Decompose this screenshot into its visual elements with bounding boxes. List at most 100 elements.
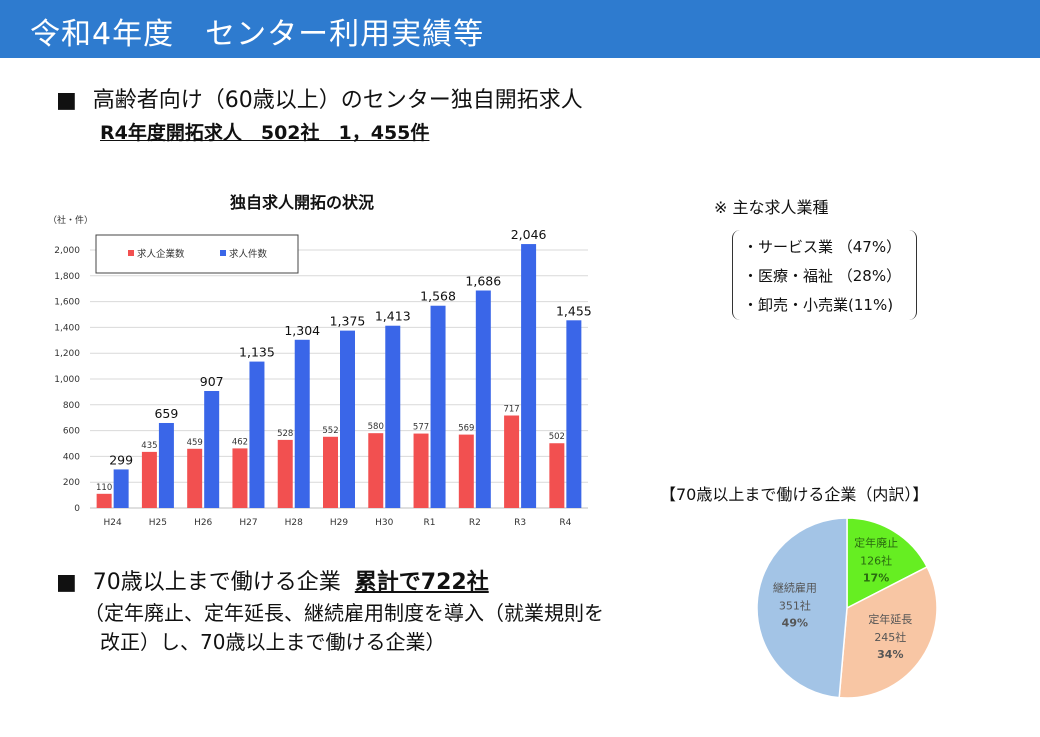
legend-label: 求人企業数	[137, 248, 185, 260]
bar-postings	[204, 390, 220, 508]
bar-companies	[323, 436, 338, 508]
x-tick-label: H25	[149, 518, 167, 528]
pie-slice-count: 126社	[860, 553, 892, 567]
bar-companies	[277, 439, 293, 508]
bar-postings	[294, 339, 310, 508]
bar-postings	[385, 325, 401, 508]
data-label-companies: 502	[549, 432, 565, 442]
page-title: 令和4年度 センター利用実績等	[30, 17, 485, 52]
section1-heading-text: 高齢者向け（60歳以上）のセンター独自開拓求人	[92, 88, 583, 113]
x-tick-label: R4	[559, 518, 571, 528]
data-label-postings: 1,455	[556, 303, 592, 318]
slice-continued-employment	[756, 517, 848, 699]
pie-chart: 定年廃止 126社 17% 定年延長 245社 34% 継続雇用 351社 49%	[756, 517, 938, 699]
bar-postings	[113, 469, 129, 508]
y-tick-label: 400	[63, 452, 80, 462]
y-tick-label: 200	[63, 478, 80, 488]
data-label-postings: 907	[200, 374, 224, 389]
bar-companies	[232, 448, 248, 508]
data-label-postings: 2,046	[511, 227, 547, 242]
section1-heading: ■ 高齢者向け（60歳以上）のセンター独自開拓求人	[56, 82, 583, 114]
bar-companies	[549, 443, 565, 508]
data-label-postings: 299	[109, 452, 133, 467]
slice-retirement-abolished	[846, 517, 929, 610]
industry-item: ・医療・福祉 （28%）	[743, 267, 902, 285]
bar-companies	[504, 415, 520, 508]
y-tick-label: 800	[63, 401, 80, 411]
data-label-postings: 1,686	[465, 274, 501, 289]
bar-postings	[521, 244, 537, 508]
section2-description-line1: （定年廃止、定年延長、継続雇用制度を導入（就業規則を	[84, 601, 604, 625]
pie-slice-percent: 17%	[863, 571, 889, 584]
data-label-postings: 659	[154, 406, 178, 421]
bar-postings	[249, 361, 265, 508]
legend-label: 求人件数	[229, 248, 268, 260]
data-label-companies: 569	[458, 424, 474, 434]
data-label-postings: 1,135	[239, 345, 275, 360]
pie-slice-label: 定年廃止	[854, 535, 898, 549]
bar-postings	[158, 422, 174, 508]
slice-retirement-extended	[838, 565, 938, 699]
industry-item: ・サービス業 （47%）	[743, 238, 902, 256]
bar-companies	[458, 434, 474, 508]
bar-postings	[340, 330, 355, 508]
legend-box	[95, 234, 299, 274]
y-tick-label: 0	[74, 504, 80, 514]
data-label-companies: 435	[141, 441, 157, 451]
bar-companies	[413, 433, 429, 508]
bar-postings	[430, 305, 446, 508]
section2-heading: ■ 70歳以上まで働ける企業 累計で722社	[56, 564, 489, 596]
section2-heading-text: 70歳以上まで働ける企業	[92, 570, 341, 595]
bar-postings	[475, 290, 491, 508]
data-label-companies: 717	[503, 405, 519, 415]
section2-bullet: ■	[56, 570, 77, 595]
x-tick-label: H30	[375, 518, 393, 528]
section2-emphasis: 累計で722社	[354, 570, 489, 595]
bar-companies	[96, 493, 112, 508]
section1-subheading: R4年度開拓求人 502社 1，455件	[100, 122, 430, 144]
bar-companies	[368, 433, 384, 508]
y-tick-label: 1,000	[54, 375, 80, 385]
y-tick-label: 1,600	[54, 298, 80, 308]
data-label-companies: 110	[96, 483, 112, 493]
industry-item: ・卸売・小売業(11%)	[743, 296, 894, 314]
x-tick-label: H27	[239, 518, 257, 528]
data-label-companies: 459	[187, 438, 203, 448]
bar-companies	[187, 448, 203, 508]
bar-chart-title: 独自求人開拓の状況	[230, 193, 375, 212]
y-axis-unit-label: （社・件）	[48, 214, 93, 226]
pie-slice-label: 定年延長	[868, 612, 912, 626]
y-tick-label: 600	[63, 427, 80, 437]
pie-slice-count: 245社	[874, 630, 906, 644]
x-tick-label: H26	[194, 518, 212, 528]
bar-chart: （社・件） 0 200 400 600 800 1,000 1,200 1,400 1,600 1,…	[48, 214, 592, 528]
industry-note-title: ※ 主な求人業種	[714, 198, 829, 217]
data-label-companies: 580	[368, 422, 384, 432]
x-tick-label: R1	[424, 518, 436, 528]
x-tick-label: H28	[285, 518, 303, 528]
data-label-companies: 528	[277, 429, 293, 439]
y-tick-label: 1,200	[54, 349, 80, 359]
y-tick-label: 1,400	[54, 323, 80, 333]
data-label-companies: 577	[413, 423, 429, 433]
industry-note-box: ・サービス業 （47%） ・医療・福祉 （28%） ・卸売・小売業(11%)	[732, 230, 917, 320]
data-label-companies: 552	[322, 426, 338, 436]
y-tick-label: 1,800	[54, 272, 80, 282]
bar-companies	[141, 451, 157, 508]
pie-slice-label: 継続雇用	[773, 581, 817, 595]
data-label-postings: 1,413	[375, 309, 411, 324]
x-tick-label: R3	[514, 518, 526, 528]
data-label-companies: 462	[232, 437, 248, 447]
data-label-postings: 1,568	[420, 289, 456, 304]
bar-postings	[566, 320, 582, 508]
pie-slice-count: 351社	[779, 599, 811, 613]
y-tick-label: 2,000	[54, 246, 80, 256]
title-bar: 令和4年度 センター利用実績等	[0, 0, 1040, 58]
x-tick-label: H24	[104, 518, 122, 528]
section2-description-line2: 改正）し、70歳以上まで働ける企業）	[100, 630, 446, 654]
data-label-postings: 1,375	[330, 314, 366, 329]
section1-bullet: ■	[56, 88, 77, 113]
pie-chart-title: 【70歳以上まで働ける企業（内訳）】	[660, 485, 929, 504]
legend-swatch	[220, 250, 226, 256]
x-tick-label: R2	[469, 518, 481, 528]
